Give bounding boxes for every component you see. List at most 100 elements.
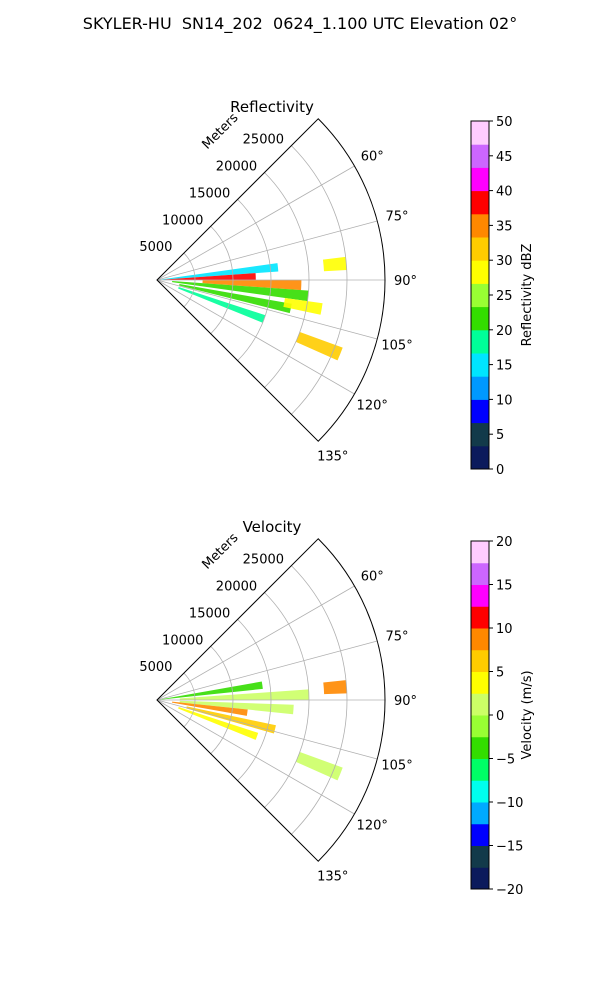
reflectivity-colorbar-segment [471,144,489,168]
reflectivity-sector-frame [156,118,386,442]
velocity-title: Velocity [243,518,302,536]
velocity-azimuth-tick-label: 135° [317,870,348,885]
reflectivity-colorbar: 0 5 10 15 20 25 30 35 40 45 50 Reflectivity dBZ [470,115,535,478]
reflectivity-colorbar-tick-label: 50 [496,115,513,130]
reflectivity-colorbar-segment [471,399,489,424]
velocity-colorbar-tick-label: 5 [496,666,504,681]
reflectivity-azimuth-tick-label: 75° [386,210,409,225]
reflectivity-colorbar-tick-label: 0 [496,463,504,478]
velocity-echo-7 [295,751,343,781]
reflectivity-colorbar-tick-label: 5 [496,428,504,443]
velocity-echo-1 [179,689,309,700]
reflectivity-colorbar-segment [471,422,489,447]
reflectivity-title: Reflectivity [230,98,314,116]
reflectivity-colorbar-tick-label: 40 [496,185,513,200]
velocity-colorbar-tick-label: −5 [496,753,515,768]
reflectivity-panel: Reflectivity60°75°90°105°120°135°5000100… [139,98,535,478]
velocity-azimuth-tick-label: 105° [381,758,412,773]
reflectivity-colorbar-segment [471,353,489,377]
velocity-range-tick-label: 15000 [189,606,230,621]
reflectivity-colorbar-tick-label: 10 [496,393,513,408]
velocity-range-tick-label: 5000 [139,660,172,675]
velocity-azimuth-gridline [156,585,355,701]
velocity-colorbar-segment [471,671,489,694]
reflectivity-echo-4 [179,283,292,314]
reflectivity-colorbar-segment [471,167,489,192]
reflectivity-colorbar-segment [471,121,489,145]
reflectivity-azimuth-gridline [156,165,355,281]
reflectivity-colorbar-segment [471,213,489,238]
velocity-echo-2 [179,700,294,715]
velocity-colorbar-segment [471,541,489,564]
velocity-colorbar-segment [471,693,489,716]
velocity-panel: Velocity 60° 75° 90° 105° 120° 135° 5000 10000 15… [139,518,535,898]
reflectivity-range-tick-label: 20000 [216,160,257,175]
velocity-colorbar-segment [471,845,489,868]
velocity-echo-0 [157,681,263,700]
reflectivity-colorbar-tick-label: 35 [496,219,513,234]
figure-title: SKYLER-HU SN14_202 0624_1.100 UTC Elevat… [82,14,518,33]
reflectivity-range-tick-label: 5000 [139,240,172,255]
reflectivity-echo-7 [322,256,347,272]
velocity-colorbar-label: Velocity (m/s) [520,670,535,759]
reflectivity-colorbar-segment [471,329,489,354]
reflectivity-colorbar-segment [471,376,489,400]
reflectivity-echo-5 [178,287,266,323]
velocity-colorbar-tick-label: −20 [496,883,523,898]
reflectivity-colorbar-label: Reflectivity dBZ [520,244,535,347]
velocity-range-tick-label: 25000 [243,553,284,568]
velocity-azimuth-tick-label: 75° [386,630,409,645]
reflectivity-range-tick-label: 25000 [243,133,284,148]
velocity-azimuth-tick-label: 60° [361,570,384,585]
reflectivity-colorbar-segment [471,306,489,331]
velocity-colorbar-segment [471,823,489,846]
reflectivity-colorbar-tick-label: 20 [496,324,513,339]
velocity-range-tick-label: 10000 [162,633,203,648]
reflectivity-echo-3 [172,281,309,302]
velocity-azimuth-tick-label: 120° [357,818,388,833]
velocity-colorbar-segment [471,562,489,585]
velocity-colorbar-tick-label: 10 [496,622,513,637]
reflectivity-colorbar-tick-label: 30 [496,254,513,269]
reflectivity-colorbar-segment [471,283,489,308]
velocity-colorbar-segment [471,715,489,738]
reflectivity-azimuth-tick-label: 90° [394,274,417,289]
velocity-colorbar-tick-label: 15 [496,579,513,594]
velocity-echo-6 [323,680,347,695]
velocity-colorbar-segment [471,736,489,759]
velocity-range-label: Meters [200,530,242,572]
velocity-colorbar: −20 −15 −10 −5 0 5 10 15 20 Velocity (m/s) [470,535,535,898]
velocity-colorbar-tick-label: 20 [496,535,513,550]
reflectivity-azimuth-tick-label: 135° [317,450,348,465]
velocity-colorbar-segment [471,867,489,890]
velocity-colorbar-segment [471,628,489,651]
velocity-colorbar-segment [471,780,489,803]
velocity-colorbar-segment [471,758,489,781]
reflectivity-colorbar-segment [471,445,489,470]
velocity-sector-frame [156,538,386,862]
reflectivity-colorbar-segment [471,260,489,284]
reflectivity-azimuth-tick-label: 120° [357,398,388,413]
reflectivity-echo-0 [157,263,279,280]
velocity-range-tick-label: 20000 [216,580,257,595]
velocity-azimuth-gridline [156,699,378,760]
reflectivity-range-tick-label: 10000 [162,213,203,228]
velocity-azimuth-gridline [156,640,378,701]
reflectivity-range-tick-label: 15000 [189,186,230,201]
velocity-colorbar-tick-label: −10 [496,796,523,811]
reflectivity-colorbar-tick-label: 25 [496,289,513,304]
velocity-colorbar-segment [471,649,489,672]
reflectivity-colorbar-tick-label: 45 [496,150,513,165]
velocity-colorbar-segment [471,606,489,629]
reflectivity-colorbar-segment [471,237,489,261]
velocity-echo-3 [171,701,248,716]
reflectivity-azimuth-tick-label: 60° [361,150,384,165]
velocity-colorbar-tick-label: 0 [496,709,504,724]
velocity-echo-5 [178,707,259,740]
reflectivity-azimuth-gridline [156,279,378,340]
reflectivity-azimuth-gridline [156,220,378,281]
velocity-colorbar-segment [471,584,489,607]
reflectivity-echo-6 [283,297,323,315]
reflectivity-echo-8 [295,331,343,361]
